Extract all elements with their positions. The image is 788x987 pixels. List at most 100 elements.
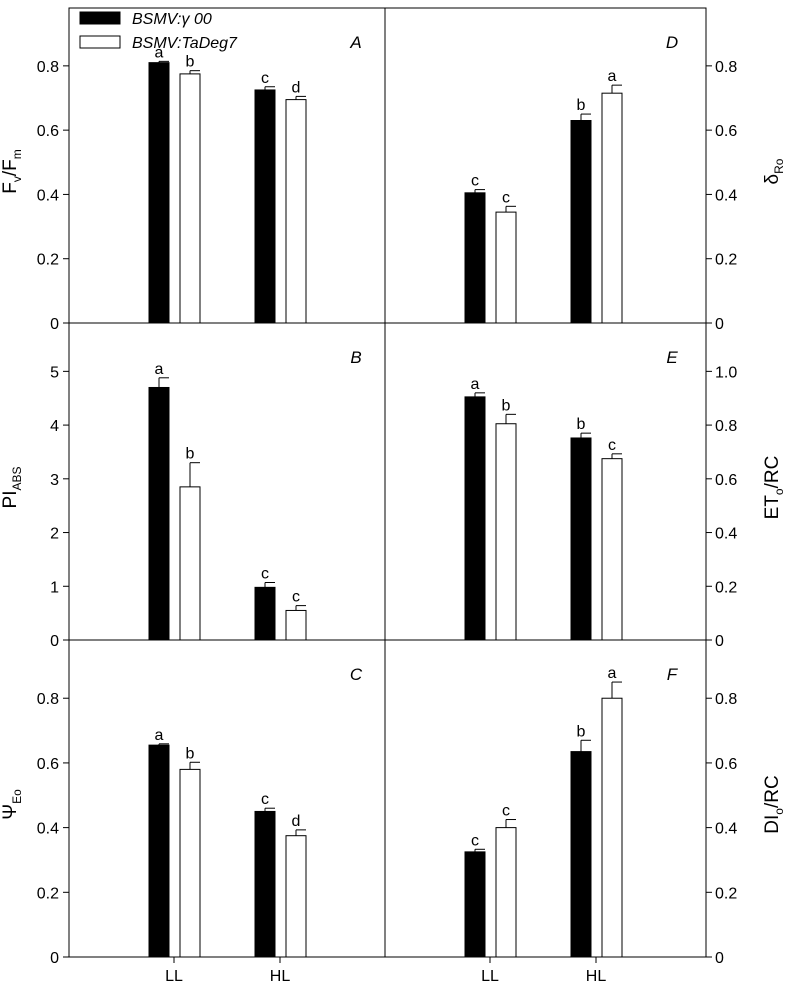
significance-letter: b [577,416,586,433]
y-tick-label: 2 [50,526,59,543]
svg-text:PIABS: PIABS [0,467,24,509]
bar [285,99,307,324]
significance-letter: d [292,79,301,96]
bar [254,586,276,641]
bar [285,835,307,958]
x-tick-label: HL [270,968,291,985]
y-tick-label: 0.6 [715,756,737,773]
y-tick-label: 0.6 [715,472,737,489]
panel-E: E 0 0.2 0.4 0.6 0.8 1.0 ETo/RC a b b c [464,348,786,650]
y-tick-label: 1 [50,579,59,596]
y-tick-label: 0 [50,316,59,333]
bar [495,211,517,324]
bar [179,768,201,958]
y-tick-label: 0.8 [37,59,59,76]
y-tick-label: 0 [715,316,724,333]
panel-label: D [666,33,678,52]
significance-letter: c [608,437,616,454]
significance-letter: c [471,173,479,190]
significance-letter: b [577,97,586,114]
bar [601,697,623,958]
bar [254,810,276,958]
y-tick-label: 0.4 [37,187,59,204]
y-tick-label: 0.2 [715,885,737,902]
significance-letter: b [502,397,511,414]
legend-label: BSMV:TaDeg7 [132,35,238,52]
legend: BSMV:γ 00 BSMV:TaDeg7 [79,11,238,52]
panel-A: A 0 0.2 0.4 0.6 0.8 Fv/Fm a c b d [0,33,362,333]
panel-C: C 0 0.2 0.4 0.6 0.8 ΨEo a c b d LL HL [0,665,363,985]
significance-letter: b [186,446,195,463]
y-tick-label: 0 [50,950,59,967]
significance-letter: a [155,361,164,378]
legend-label: BSMV:γ 00 [132,11,212,28]
y-tick-label: 3 [50,472,59,489]
bar [254,89,276,324]
x-tick-label: LL [481,968,499,985]
x-tick-label: LL [165,968,183,985]
y-axis-label: DIo/RC [762,775,786,833]
y-tick-label: 0.4 [715,526,737,543]
bar [464,396,486,641]
y-tick-label: 0 [715,633,724,650]
y-axis-label: ΨEo [0,789,24,820]
significance-letter: c [261,70,269,87]
significance-letter: c [261,566,269,583]
bar [570,437,592,641]
significance-letter: b [577,723,586,740]
y-axis-label: ETo/RC [762,456,786,520]
y-tick-label: 0.4 [715,187,737,204]
y-tick-label: 0.6 [37,123,59,140]
y-tick-label: 0 [715,950,724,967]
y-tick-label: 0.2 [715,579,737,596]
y-tick-label: 0 [50,633,59,650]
significance-letter: c [502,189,510,206]
y-tick-label: 0.2 [37,885,59,902]
legend-swatch [79,35,121,49]
significance-letter: c [471,832,479,849]
y-axis-label: Fv/Fm [0,149,24,194]
y-tick-label: 0.6 [37,756,59,773]
significance-letter: a [608,68,617,85]
panel-D: D 0 0.2 0.4 0.6 0.8 δRo c b c a [464,33,786,333]
bar [570,120,592,324]
bar [464,192,486,324]
y-tick-label: 0.8 [37,691,59,708]
bar [495,423,517,641]
bar [464,851,486,958]
panel-label: B [350,348,361,367]
y-tick-label: 0.8 [715,59,737,76]
y-tick-label: 0.8 [715,418,737,435]
bar [179,73,201,324]
y-tick-label: 0.8 [715,691,737,708]
significance-letter: a [155,727,164,744]
y-tick-label: 0.4 [715,821,737,838]
panel-B: B 0 1 2 3 4 5 PIABS a c b c [0,348,362,650]
y-axis-label: PIABS [0,467,24,509]
y-tick-label: 0.2 [715,252,737,269]
svg-text:ETo/RC: ETo/RC [762,456,786,520]
significance-letter: a [471,376,480,393]
y-tick-label: 0.2 [37,252,59,269]
y-axis-label: δRo [762,158,786,184]
svg-text:ΨEo: ΨEo [0,789,24,820]
bar [495,827,517,958]
bar [570,751,592,958]
y-tick-label: 5 [50,364,59,381]
significance-letter: c [292,589,300,606]
panel-label: A [349,33,361,52]
svg-text:Fv/Fm: Fv/Fm [0,149,24,194]
panel-label: E [666,348,678,367]
significance-letter: c [502,803,510,820]
significance-letter: b [186,54,195,71]
significance-letter: c [261,791,269,808]
y-tick-label: 0.4 [37,821,59,838]
svg-text:δRo: δRo [762,158,786,184]
bar [285,609,307,641]
svg-text:DIo/RC: DIo/RC [762,775,786,833]
bar [601,92,623,324]
y-tick-label: 1.0 [715,364,737,381]
y-tick-label: 4 [50,418,59,435]
significance-letter: d [292,813,301,830]
